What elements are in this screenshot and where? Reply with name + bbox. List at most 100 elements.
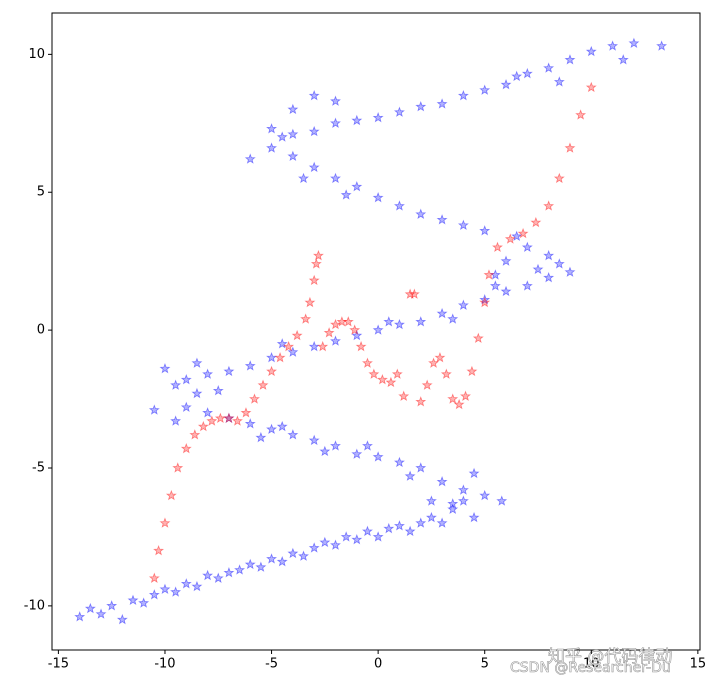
point	[266, 365, 278, 377]
point	[585, 45, 597, 57]
point	[276, 338, 288, 349]
y-tick-label: 5	[37, 185, 45, 200]
point	[180, 578, 192, 589]
point	[191, 580, 203, 592]
point	[308, 542, 320, 553]
point	[351, 114, 363, 126]
point	[372, 531, 384, 542]
point	[425, 511, 437, 523]
point	[342, 316, 354, 327]
point	[255, 431, 267, 443]
point	[95, 608, 107, 619]
point	[468, 511, 480, 523]
x-tick-label: -10	[154, 657, 175, 672]
point	[287, 103, 299, 115]
point	[244, 360, 256, 371]
point	[564, 54, 576, 65]
point	[553, 258, 565, 269]
point	[479, 225, 491, 236]
point	[298, 172, 309, 184]
point	[127, 594, 139, 606]
point	[393, 106, 405, 117]
point	[511, 230, 523, 242]
point	[317, 340, 329, 352]
point	[310, 258, 322, 269]
point	[202, 569, 214, 581]
point	[479, 294, 491, 305]
point	[197, 420, 209, 432]
point	[165, 489, 177, 501]
point	[330, 318, 341, 330]
point	[543, 62, 555, 73]
point	[383, 316, 395, 327]
point	[543, 271, 555, 283]
point	[159, 362, 171, 374]
point	[223, 567, 235, 578]
point	[319, 536, 331, 548]
y-tick-label: -10	[24, 598, 45, 613]
point	[393, 318, 405, 330]
point	[408, 288, 420, 299]
point	[440, 368, 452, 379]
point	[291, 329, 303, 341]
point	[308, 434, 320, 446]
point	[287, 547, 299, 559]
point	[287, 346, 299, 357]
point	[457, 484, 469, 495]
point	[84, 602, 96, 614]
point	[206, 415, 218, 426]
point	[385, 376, 397, 388]
point	[330, 335, 341, 346]
point	[266, 351, 278, 363]
point	[479, 489, 491, 501]
point	[330, 172, 341, 184]
point	[393, 456, 405, 468]
point	[300, 313, 312, 324]
point	[436, 307, 448, 319]
point	[340, 189, 352, 200]
point	[436, 517, 448, 528]
point	[500, 78, 512, 90]
point	[393, 520, 405, 531]
point	[434, 351, 446, 363]
x-tick-label: 5	[481, 657, 489, 672]
point	[415, 396, 427, 407]
point	[376, 374, 388, 385]
point	[428, 357, 440, 368]
point	[415, 316, 427, 327]
point	[330, 440, 341, 451]
point	[466, 365, 478, 377]
point	[398, 390, 410, 401]
point	[276, 420, 288, 432]
point	[287, 128, 299, 139]
point	[521, 280, 533, 291]
point	[266, 553, 278, 564]
point	[336, 316, 348, 327]
point	[628, 37, 640, 48]
point	[393, 200, 405, 211]
point	[415, 101, 427, 112]
point	[362, 357, 373, 368]
point	[308, 161, 320, 173]
x-tick-label: -5	[265, 657, 278, 672]
point	[575, 109, 587, 120]
point	[274, 351, 286, 363]
point	[170, 415, 182, 426]
point	[457, 89, 469, 101]
x-tick-label: 15	[690, 657, 707, 672]
point	[436, 98, 448, 109]
point	[425, 495, 437, 506]
point	[189, 429, 201, 440]
point	[244, 153, 256, 164]
point	[244, 558, 256, 570]
point	[191, 357, 203, 368]
point	[521, 67, 533, 79]
point	[355, 340, 367, 352]
point	[308, 340, 320, 352]
point	[404, 288, 416, 299]
watermark: CSDN @Researcher-Du	[510, 660, 671, 676]
point	[500, 255, 512, 266]
point	[457, 495, 469, 506]
point	[362, 525, 373, 537]
point	[240, 407, 252, 418]
